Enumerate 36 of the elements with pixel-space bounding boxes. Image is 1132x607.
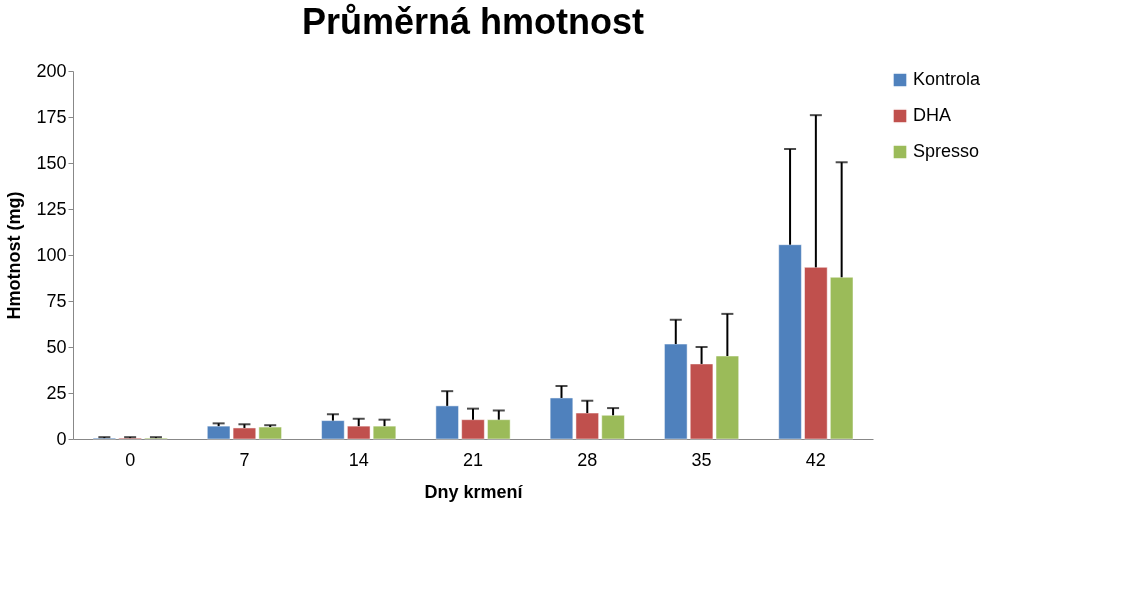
y-tick-label: 200 bbox=[36, 60, 67, 81]
legend-label: Kontrola bbox=[913, 69, 982, 89]
legend-label: Spresso bbox=[913, 141, 980, 161]
bar bbox=[435, 405, 459, 440]
bar bbox=[601, 415, 625, 440]
bar bbox=[664, 343, 688, 440]
y-tick-label: 175 bbox=[36, 106, 67, 127]
x-tick-label: 42 bbox=[805, 449, 826, 470]
bar bbox=[804, 267, 828, 440]
bar bbox=[258, 426, 282, 440]
x-tick-label: 7 bbox=[239, 449, 250, 470]
y-axis-title: Hmotnost (mg) bbox=[4, 191, 25, 320]
bar bbox=[321, 420, 345, 440]
x-tick-label: 21 bbox=[462, 449, 484, 470]
x-tick-label: 35 bbox=[691, 449, 712, 470]
y-tick-label: 150 bbox=[36, 152, 67, 173]
bar bbox=[575, 412, 599, 440]
chart-title: Průměrná hmotnost bbox=[301, 1, 645, 42]
y-tick-label: 25 bbox=[46, 382, 67, 403]
y-tick-label: 100 bbox=[36, 244, 67, 265]
bar bbox=[372, 425, 397, 440]
bar bbox=[461, 419, 485, 440]
x-axis-title: Dny krmení bbox=[424, 481, 524, 502]
y-tick-label: 0 bbox=[56, 428, 67, 449]
x-tick-label: 14 bbox=[348, 449, 369, 470]
y-tick-label: 50 bbox=[46, 336, 67, 357]
legend-label: DHA bbox=[913, 105, 952, 125]
bar bbox=[347, 425, 371, 440]
x-tick-label: 28 bbox=[577, 449, 598, 470]
bar bbox=[549, 397, 574, 440]
x-tick-label: 0 bbox=[125, 449, 136, 470]
y-tick-label: 125 bbox=[36, 198, 67, 219]
bar bbox=[778, 244, 802, 440]
bar bbox=[487, 419, 511, 440]
bar bbox=[830, 277, 854, 440]
y-tick-label: 75 bbox=[46, 290, 67, 311]
